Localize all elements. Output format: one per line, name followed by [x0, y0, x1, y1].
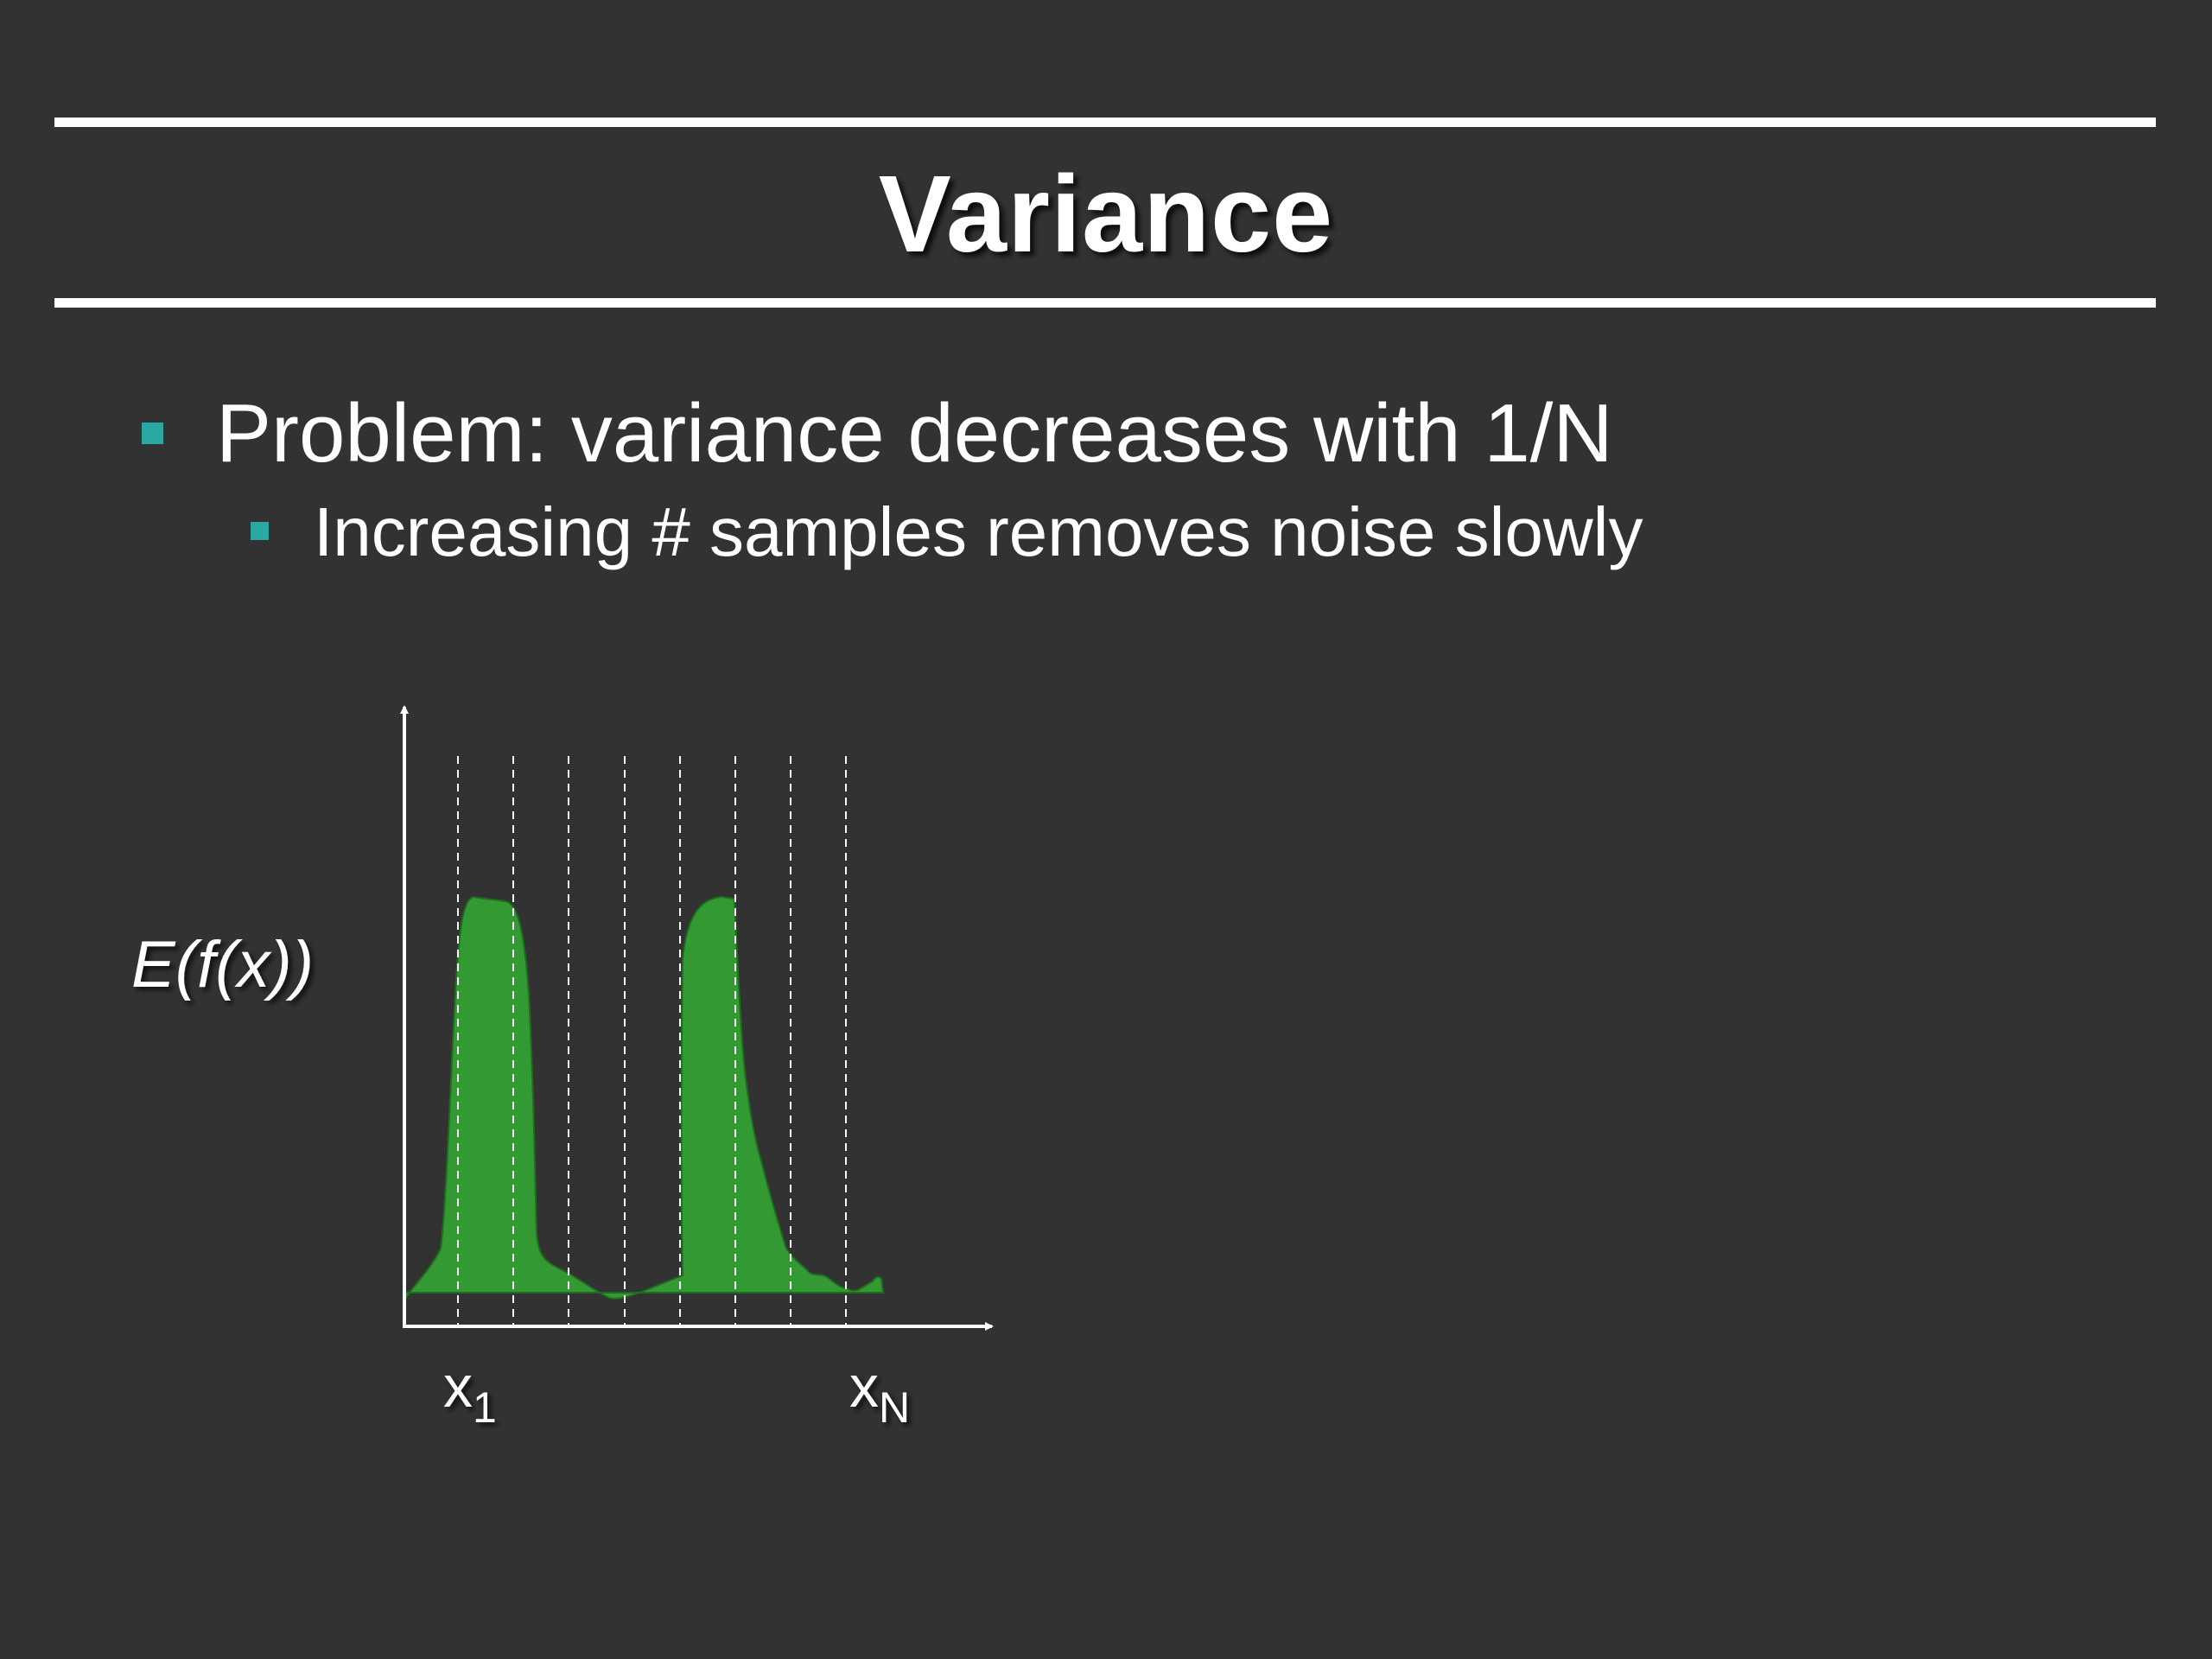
title-bottom-rule: [54, 298, 2156, 308]
bullet-marker-level1: [142, 423, 163, 444]
bullet-increasing-samples: Increasing # samples removes noise slowl…: [314, 493, 1643, 570]
x-last-letter: x: [849, 1354, 879, 1420]
bullet-problem: Problem: variance decreases with 1/N: [216, 387, 1613, 480]
slide-title: Variance: [878, 153, 1334, 275]
bullet-marker-level2: [251, 522, 269, 540]
x-first-letter: x: [443, 1354, 473, 1420]
sample-lines: [457, 756, 847, 1326]
function-curve-area: [404, 895, 885, 1304]
x-first-subscript: 1: [473, 1383, 497, 1432]
x-first-label: x1: [443, 1354, 497, 1432]
title-top-rule: [54, 118, 2156, 127]
expectation-label: E(f(x)): [131, 928, 314, 1001]
x-last-label: xN: [849, 1354, 910, 1432]
x-last-subscript: N: [879, 1383, 910, 1432]
